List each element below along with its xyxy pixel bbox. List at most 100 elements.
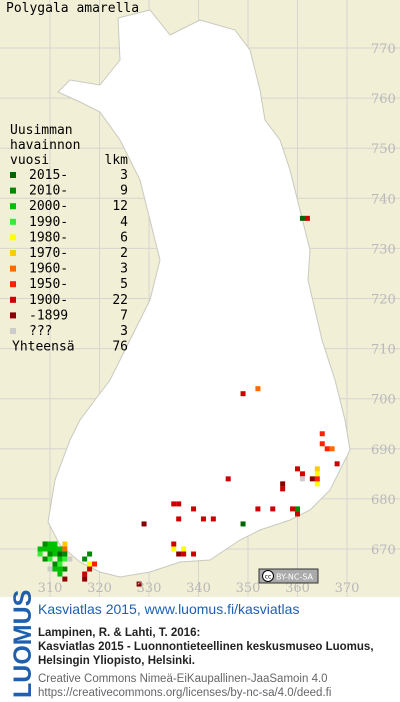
occurrence-square xyxy=(37,546,43,552)
occurrence-square xyxy=(324,446,330,452)
occurrence-square xyxy=(255,386,261,392)
legend-label: 1960- xyxy=(29,262,68,277)
legend-label: 2010- xyxy=(29,184,68,199)
occurrence-square xyxy=(295,506,300,512)
occurrence-square xyxy=(47,551,53,557)
legend-swatch xyxy=(10,328,16,334)
occurrence-square xyxy=(37,551,43,557)
occurrence-square xyxy=(57,546,63,552)
occurrence-square xyxy=(87,566,93,572)
logo: LUOMUS xyxy=(9,590,37,698)
badge-text: BY-NC-SA xyxy=(276,573,314,582)
occurrence-square xyxy=(136,581,142,587)
occurrence-square xyxy=(62,556,68,562)
occurrence-square xyxy=(171,501,177,507)
legend-count: 3 xyxy=(120,262,128,277)
occurrence-square xyxy=(52,551,58,557)
occurrence-square xyxy=(62,546,68,552)
occurrence-square xyxy=(191,506,197,512)
legend-label: 2015- xyxy=(29,168,68,183)
occurrence-square xyxy=(82,571,88,577)
occurrence-square xyxy=(82,556,88,562)
badge-box xyxy=(258,568,319,584)
citation: Helsingin Yliopisto, Helsinki. xyxy=(38,655,195,667)
legend-swatch xyxy=(10,218,16,225)
occurrence-square xyxy=(87,561,93,567)
legend-swatch xyxy=(10,203,16,210)
occurrence-square xyxy=(57,571,63,577)
legend-label: 1980- xyxy=(29,230,68,245)
occurrence-square xyxy=(319,441,325,447)
occurrence-square xyxy=(309,476,315,482)
occurrence-square xyxy=(47,556,53,562)
occurrence-square xyxy=(52,541,58,547)
x-grid-label: 360 xyxy=(285,581,310,596)
legend-swatch xyxy=(10,281,16,288)
occurrence-square xyxy=(314,481,320,487)
occurrence-square xyxy=(255,506,261,512)
occurrence-square xyxy=(299,476,305,482)
legend-count: 5 xyxy=(120,277,128,292)
occurrence-square xyxy=(57,556,63,562)
occurrence-square xyxy=(176,516,182,522)
occurrence-square xyxy=(280,486,286,492)
y-grid-label: 770 xyxy=(371,42,396,57)
occurrence-square xyxy=(171,546,177,552)
title: Polygala amarella xyxy=(6,1,139,16)
x-grid-label: 330 xyxy=(137,581,162,596)
occurrence-square xyxy=(82,576,88,582)
legend-swatch xyxy=(10,234,16,241)
cc-badge: cc BY-NC-SA xyxy=(258,568,319,584)
occurrence-square xyxy=(42,556,48,562)
legend-label: 1970- xyxy=(29,246,68,261)
badge-cc: cc xyxy=(265,574,272,581)
footer-headline: Kasviatlas 2015, www.luomus.fi/kasviatla… xyxy=(38,601,299,617)
occurrence-square xyxy=(319,431,325,437)
y-grid-label: 680 xyxy=(371,493,396,508)
license: Creative Commons Nimeä-EiKaupallinen-Jaa… xyxy=(38,673,328,685)
y-grid-label: 760 xyxy=(371,92,396,107)
total-label: Yhteensä xyxy=(12,340,75,355)
occurrence-square xyxy=(314,466,320,472)
occurrence-square xyxy=(42,541,48,547)
citation: Kasviatlas 2015 - Luonnontieteellinen ke… xyxy=(38,641,374,653)
y-grid-label: 710 xyxy=(371,343,396,358)
y-grid-label: 690 xyxy=(371,443,396,458)
occurrence-square xyxy=(225,476,231,482)
x-grid-label: 370 xyxy=(335,581,360,596)
occurrence-square xyxy=(42,546,48,552)
legend-count: 2 xyxy=(120,246,128,261)
legend-count: 12 xyxy=(112,199,128,214)
footer-background xyxy=(0,597,400,702)
legend-swatch xyxy=(10,296,16,303)
occurrence-square xyxy=(280,481,286,487)
legend-count: 7 xyxy=(120,308,128,323)
occurrence-square xyxy=(304,215,310,221)
legend-count: 4 xyxy=(120,215,128,230)
occurrence-square xyxy=(299,471,305,477)
occurrence-square xyxy=(92,561,98,567)
x-grid-label: 350 xyxy=(236,581,261,596)
legend-count: 6 xyxy=(120,230,128,245)
license: https://creativecommons.org/licenses/by-… xyxy=(38,687,331,699)
occurrence-square xyxy=(52,546,58,552)
occurrence-square xyxy=(47,541,53,547)
legend-count: 3 xyxy=(120,324,128,339)
occurrence-square xyxy=(62,566,68,572)
legend-label: ??? xyxy=(29,324,52,339)
occurrence-square xyxy=(270,506,276,512)
count-header: lkm xyxy=(105,153,129,168)
y-grid-label: 700 xyxy=(371,393,396,408)
y-grid-label: 730 xyxy=(371,242,396,257)
legend-count: 9 xyxy=(120,184,128,199)
legend-label: 2000- xyxy=(29,199,68,214)
occurrence-square xyxy=(191,551,197,557)
occurrence-square xyxy=(240,521,246,527)
citation: Lampinen, R. & Lahti, T. 2016: xyxy=(38,627,200,639)
legend-label: 1950- xyxy=(29,277,68,292)
occurrence-square xyxy=(290,506,296,512)
legend-label: 1990- xyxy=(29,215,68,230)
occurrence-square xyxy=(176,551,182,557)
legend-swatch xyxy=(10,265,16,272)
